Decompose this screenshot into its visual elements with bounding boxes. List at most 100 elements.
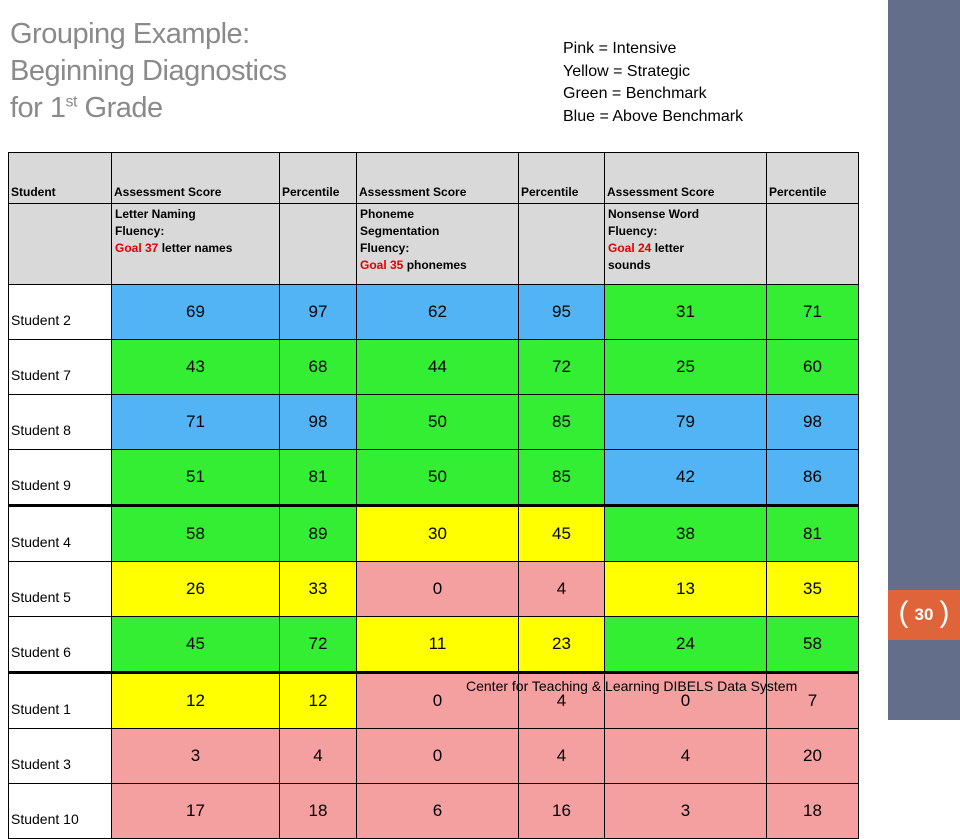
score-cell: 81 <box>279 449 357 507</box>
score-cell: 44 <box>356 339 519 395</box>
footer-source: Center for Teaching & Learning DIBELS Da… <box>466 678 798 694</box>
score-cell: 13 <box>604 561 767 617</box>
score-cell: 60 <box>766 339 859 395</box>
score-cell: 89 <box>279 505 357 562</box>
score-cell: 17 <box>111 783 280 839</box>
score-cell: 97 <box>279 284 357 340</box>
header-row: Student Assessment Score Percentile Asse… <box>8 152 859 204</box>
column-header: Percentile <box>518 152 605 204</box>
score-cell: 3 <box>604 783 767 839</box>
score-cell: 35 <box>766 561 859 617</box>
score-cell: 16 <box>518 783 605 839</box>
score-cell: 33 <box>279 561 357 617</box>
score-cell: 95 <box>518 284 605 340</box>
score-cell: 6 <box>356 783 519 839</box>
score-cell: 0 <box>356 561 519 617</box>
title-line-1: Grouping Example: <box>10 18 250 50</box>
score-cell: 30 <box>356 505 519 562</box>
student-name: Student 4 <box>8 505 112 562</box>
student-name: Student 8 <box>8 394 112 450</box>
table-row: Student 6 45 72 11 23 24 58 <box>8 616 859 674</box>
legend-item: Yellow = Strategic <box>563 62 691 80</box>
student-name: Student 3 <box>8 728 112 784</box>
column-header: Student <box>8 152 112 204</box>
score-cell: 4 <box>518 561 605 617</box>
student-name: Student 6 <box>8 616 112 674</box>
column-header: Percentile <box>766 152 859 204</box>
page-number: 30 <box>914 605 934 624</box>
legend-item: Pink = Intensive <box>563 40 677 57</box>
page-number-badge: ( 30 ) <box>888 590 960 640</box>
score-cell: 79 <box>604 394 767 450</box>
table-row: Student 2 69 97 62 95 31 71 <box>8 284 859 340</box>
score-cell: 69 <box>111 284 280 340</box>
score-cell: 98 <box>766 394 859 450</box>
score-cell: 58 <box>111 505 280 562</box>
score-cell: 45 <box>518 505 605 562</box>
score-cell: 4 <box>604 728 767 784</box>
student-name: Student 5 <box>8 561 112 617</box>
student-name: Student 2 <box>8 284 112 340</box>
score-cell: 45 <box>111 616 280 674</box>
table-row: Student 5 26 33 0 4 13 35 <box>8 561 859 617</box>
score-cell: 71 <box>111 394 280 450</box>
title-line-2: Beginning Diagnostics <box>10 55 287 87</box>
title-line-3: for 1st Grade <box>10 92 163 124</box>
score-cell: 3 <box>111 728 280 784</box>
score-cell: 81 <box>766 505 859 562</box>
student-name: Student 1 <box>8 672 112 729</box>
student-name: Student 10 <box>8 783 112 839</box>
left-bracket-icon: ( <box>898 596 909 629</box>
score-cell: 31 <box>604 284 767 340</box>
score-cell: 4 <box>279 728 357 784</box>
score-cell: 18 <box>766 783 859 839</box>
score-cell: 50 <box>356 449 519 507</box>
score-cell: 4 <box>518 728 605 784</box>
table-row: Student 10 17 18 6 16 3 18 <box>8 783 859 839</box>
measure-psf: Phoneme Segmentation Fluency: Goal 35 ph… <box>356 203 519 285</box>
color-legend: Pink = Intensive Yellow = Strategic Gree… <box>563 38 743 128</box>
student-name: Student 7 <box>8 339 112 395</box>
score-cell: 42 <box>604 449 767 507</box>
column-header: Assessment Score <box>111 152 280 204</box>
score-cell: 72 <box>279 616 357 674</box>
measure-lnf: Letter Naming Fluency: Goal 37 letter na… <box>111 203 280 285</box>
column-header: Percentile <box>279 152 357 204</box>
score-cell: 25 <box>604 339 767 395</box>
measure-nwf: Nonsense Word Fluency: Goal 24 letter so… <box>604 203 767 285</box>
table-row: Student 4 58 89 30 45 38 81 <box>8 505 859 562</box>
student-name: Student 9 <box>8 449 112 507</box>
column-header: Assessment Score <box>604 152 767 204</box>
score-cell: 71 <box>766 284 859 340</box>
score-cell: 50 <box>356 394 519 450</box>
column-header: Assessment Score <box>356 152 519 204</box>
legend-item: Blue = Above Benchmark <box>563 107 744 125</box>
score-cell: 51 <box>111 449 280 507</box>
table-row: Student 7 43 68 44 72 25 60 <box>8 339 859 395</box>
score-cell: 26 <box>111 561 280 617</box>
score-cell: 85 <box>518 449 605 507</box>
score-cell: 20 <box>766 728 859 784</box>
score-cell: 62 <box>356 284 519 340</box>
score-cell: 85 <box>518 394 605 450</box>
table-row: Student 9 51 81 50 85 42 86 <box>8 449 859 507</box>
score-cell: 58 <box>766 616 859 674</box>
score-cell: 18 <box>279 783 357 839</box>
legend-item: Green = Benchmark <box>563 85 707 102</box>
table-row: Student 3 3 4 0 4 4 20 <box>8 728 859 784</box>
score-cell: 23 <box>518 616 605 674</box>
score-cell: 98 <box>279 394 357 450</box>
measure-description-row: Letter Naming Fluency: Goal 37 letter na… <box>8 203 859 285</box>
grouping-table: Student Assessment Score Percentile Asse… <box>8 152 859 839</box>
score-cell: 24 <box>604 616 767 674</box>
table-row: Student 8 71 98 50 85 79 98 <box>8 394 859 450</box>
score-cell: 68 <box>279 339 357 395</box>
right-bracket-icon: ) <box>939 596 950 629</box>
score-cell: 72 <box>518 339 605 395</box>
score-cell: 0 <box>356 728 519 784</box>
score-cell: 86 <box>766 449 859 507</box>
slide-title: Grouping Example: Beginning Diagnostics … <box>10 16 530 127</box>
score-cell: 12 <box>111 672 280 729</box>
score-cell: 38 <box>604 505 767 562</box>
score-cell: 11 <box>356 616 519 674</box>
